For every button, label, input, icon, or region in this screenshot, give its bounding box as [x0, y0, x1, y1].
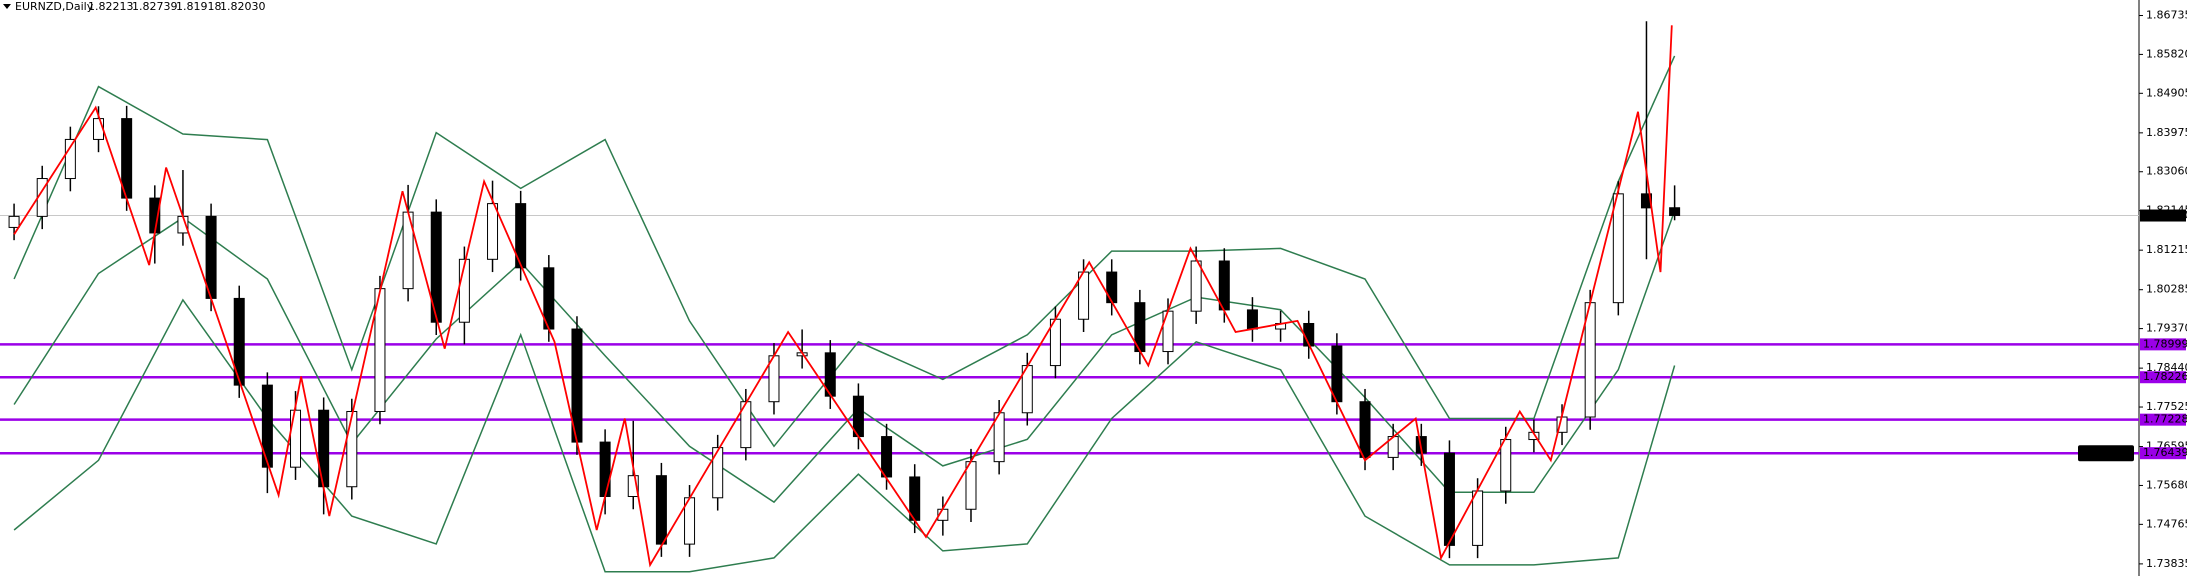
y-tick-label: 1.78440: [2146, 361, 2187, 374]
candle-body: [290, 409, 302, 468]
candle-body: [64, 138, 76, 180]
candle-body: [627, 475, 639, 498]
candle-body: [515, 203, 527, 269]
candle-body: [430, 211, 442, 323]
y-tick-label: 1.74765: [2146, 517, 2187, 530]
y-tick-label: 1.83975: [2146, 126, 2187, 139]
level-label-bg: [2140, 338, 2186, 351]
zigzag-line: [13, 25, 1673, 568]
level-label-bg: [2140, 413, 2186, 426]
candle-body: [93, 118, 105, 140]
y-tick-label: 1.85820: [2146, 47, 2187, 60]
y-tick-label: 1.79370: [2146, 322, 2187, 335]
candle-body: [1612, 193, 1624, 304]
menu-arrow[interactable]: [3, 4, 11, 9]
level-label: 1.77228: [2143, 413, 2187, 426]
candle-body: [1359, 401, 1371, 458]
level-label-bg: [2140, 371, 2186, 384]
ohlc-value: 1.81918: [176, 0, 222, 13]
level-label: 1.78999: [2143, 337, 2187, 350]
ohlc-value: 1.82213: [88, 0, 134, 13]
y-tick-label: 1.86735: [2146, 9, 2187, 22]
candle-body: [1500, 439, 1512, 492]
candle-body: [712, 447, 724, 499]
y-tick-label: 1.77525: [2146, 400, 2187, 413]
y-tick-label: 1.81215: [2146, 243, 2187, 256]
candle-body: [1106, 271, 1118, 304]
current-price-bg: [2140, 209, 2186, 222]
candle-body: [1640, 193, 1652, 209]
band-upper: [13, 55, 1676, 448]
y-tick-label: 1.80285: [2146, 283, 2187, 296]
candle-body: [1669, 207, 1681, 217]
candle-body: [881, 436, 893, 478]
candle-body: [1443, 452, 1455, 546]
chart-title: EURNZD,Daily: [15, 0, 94, 13]
candle-body: [487, 203, 499, 260]
y-tick-label: 1.75680: [2146, 478, 2187, 491]
candle-body: [599, 441, 611, 498]
candle-body: [1246, 309, 1258, 330]
candle-body: [1472, 490, 1484, 546]
candle-body: [1162, 310, 1174, 353]
candle-body: [233, 297, 245, 386]
level-label-bg: [2140, 447, 2186, 460]
candle-body: [346, 410, 358, 488]
badge-label: BB ON: [2088, 446, 2123, 459]
candle-body: [1190, 260, 1202, 312]
y-tick-label: 1.83060: [2146, 165, 2187, 178]
badge-bg: [2078, 445, 2134, 462]
y-tick-label: 1.84905: [2146, 86, 2187, 99]
candle-body: [655, 475, 667, 545]
level-label: 1.76439: [2143, 446, 2187, 459]
y-tick-label: 1.73835: [2146, 557, 2187, 570]
candle-body: [1218, 260, 1230, 311]
candle-body: [458, 258, 470, 323]
ohlc-value: 1.82030: [220, 0, 266, 13]
ohlc-value: 1.82739: [132, 0, 178, 13]
current-price-label: 1.82030: [2143, 209, 2187, 222]
level-label: 1.78226: [2143, 370, 2187, 383]
candle-body: [8, 215, 20, 228]
candle-body: [261, 384, 273, 468]
